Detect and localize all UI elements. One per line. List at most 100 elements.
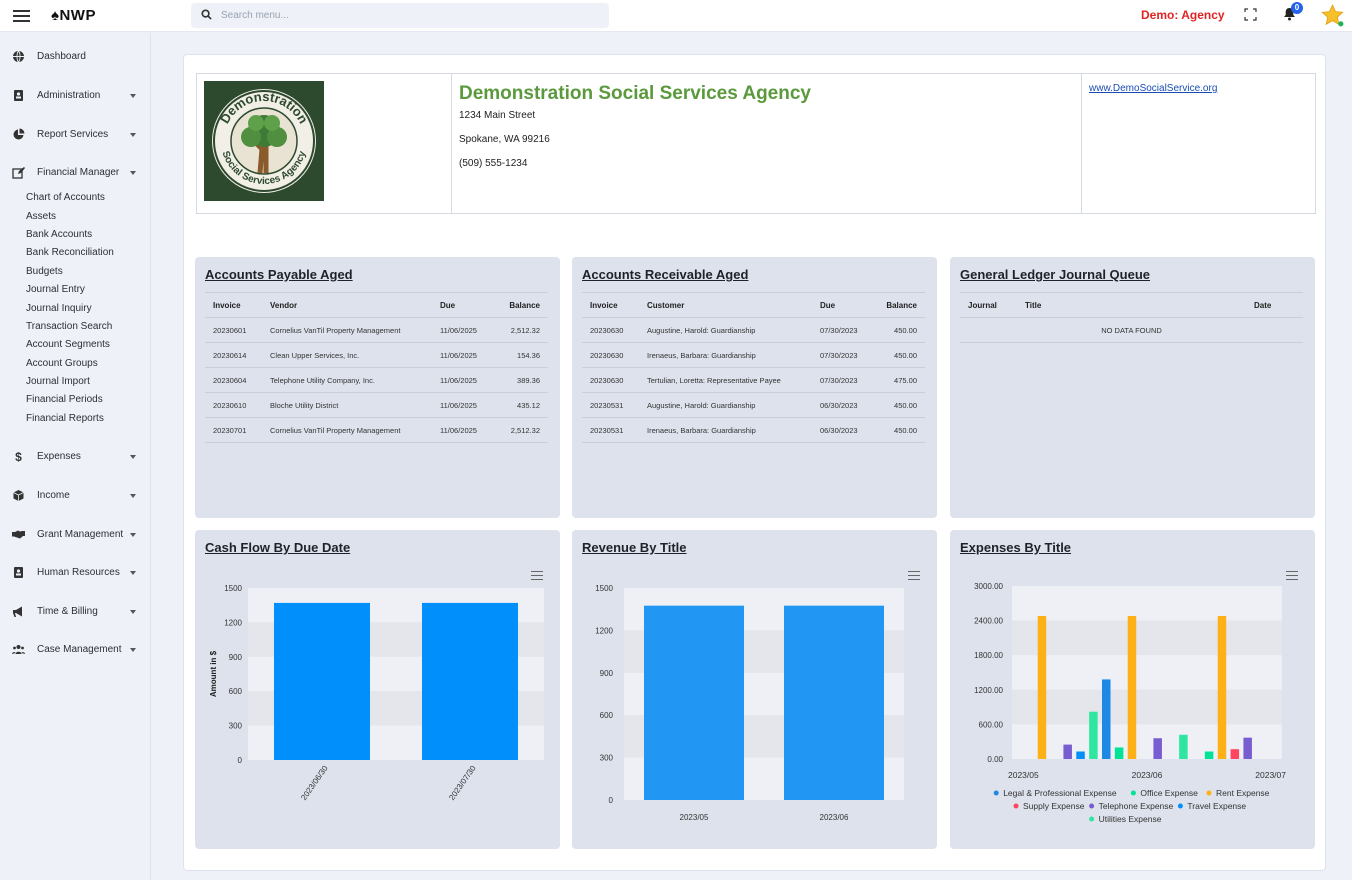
table-row[interactable]: 20230630 Augustine, Harold: Guardianship 0… xyxy=(582,317,925,343)
sidebar-subitem-assets[interactable]: Assets xyxy=(26,211,57,222)
chart-menu-icon[interactable] xyxy=(1286,571,1298,580)
column-header: Title xyxy=(1017,292,1246,318)
table-row[interactable]: 20230531 Augustine, Harold: Guardianship 0… xyxy=(582,392,925,418)
table-cell: 450.00 xyxy=(872,417,925,443)
table-row[interactable]: 20230604 Telephone Utility Company, Inc. 1… xyxy=(205,367,548,393)
table-row[interactable]: 20230614 Clean Upper Services, Inc. 11/06/… xyxy=(205,342,548,368)
cash-flow-chart-panel: Cash Flow By Due Date 0 300 600 900 1200 1500… xyxy=(195,530,560,849)
legend-label: Travel Expense xyxy=(1187,801,1246,811)
sidebar-subitem-chart-of-accounts[interactable]: Chart of Accounts xyxy=(26,192,105,203)
table-cell: 154.36 xyxy=(498,342,548,368)
column-header: Due xyxy=(432,292,498,318)
sidebar-subitem-journal-import[interactable]: Journal Import xyxy=(26,376,90,387)
chart-menu-icon[interactable] xyxy=(908,571,920,580)
id-card-icon xyxy=(14,90,23,101)
bar xyxy=(274,602,370,760)
sidebar-item-label: Administration xyxy=(37,90,101,101)
sidebar-item-report-services[interactable]: Report Services xyxy=(0,125,150,145)
table-row[interactable]: 20230610 Bloche Utility District 11/06/202… xyxy=(205,392,548,418)
bar xyxy=(1102,679,1111,759)
y-tick-label: 1200.00 xyxy=(974,686,1003,695)
search-input[interactable] xyxy=(221,7,591,24)
tree-logo-icon: Demonstration Social Services Agency xyxy=(212,89,316,193)
table-row[interactable]: 20230601 Cornelius VanTil Property Manage… xyxy=(205,317,548,343)
sidebar-item-expenses[interactable]: $ Expenses xyxy=(0,447,150,467)
brand-logo[interactable]: ♠NWP xyxy=(51,7,96,24)
search-box[interactable] xyxy=(191,3,609,28)
table-row[interactable]: 20230701 Cornelius VanTil Property Manage… xyxy=(205,417,548,443)
website-link[interactable]: www.DemoSocialService.org xyxy=(1089,83,1218,94)
table-cell: 11/06/2025 xyxy=(432,342,498,368)
bar xyxy=(1076,751,1085,759)
table-cell: 20230630 xyxy=(582,367,639,393)
search-icon xyxy=(201,9,212,20)
chevron-down-icon xyxy=(130,171,136,175)
sidebar-item-case-management[interactable]: Case Management xyxy=(0,640,150,660)
panel-title[interactable]: Cash Flow By Due Date xyxy=(205,540,351,555)
sidebar-item-grant-management[interactable]: Grant Management xyxy=(0,525,150,545)
sidebar-item-human-resources[interactable]: Human Resources xyxy=(0,563,150,583)
panel-title[interactable]: Expenses By Title xyxy=(960,540,1072,555)
panel-title[interactable]: Revenue By Title xyxy=(582,540,687,555)
hamburger-menu-icon[interactable] xyxy=(13,10,30,22)
megaphone-icon xyxy=(13,606,22,617)
dollar-icon: $ xyxy=(15,450,22,463)
sidebar-item-income[interactable]: Income xyxy=(0,486,150,506)
sidebar-subitem-journal-entry[interactable]: Journal Entry xyxy=(26,284,85,295)
x-tick-label: 2023/07 xyxy=(1255,770,1286,780)
sidebar-subitem-financial-reports[interactable]: Financial Reports xyxy=(26,413,104,424)
table-cell: Bloche Utility District xyxy=(262,392,432,418)
sidebar-subitem-journal-inquiry[interactable]: Journal Inquiry xyxy=(26,303,92,314)
sidebar-item-dashboard[interactable]: Dashboard xyxy=(0,47,150,67)
sidebar-subitem-budgets[interactable]: Budgets xyxy=(26,266,63,277)
sidebar-subitem-bank-accounts[interactable]: Bank Accounts xyxy=(26,229,93,240)
organization-logo: Demonstration Social Services Agency xyxy=(204,81,324,201)
panel-title[interactable]: General Ledger Journal Queue xyxy=(960,267,1150,282)
table-cell: 20230531 xyxy=(582,417,639,443)
table-row[interactable]: 20230630 Irenaeus, Barbara: Guardianship 0… xyxy=(582,342,925,368)
grid-band xyxy=(1012,724,1282,759)
demo-agency-label[interactable]: Demo: Agency xyxy=(1141,8,1225,22)
accounts-receivable-table: Invoice Customer Due Balance 20230630 Aug… xyxy=(582,292,925,443)
fullscreen-icon[interactable] xyxy=(1244,8,1257,21)
table-cell: 2,512.32 xyxy=(498,317,548,343)
sidebar-item-financial-manager[interactable]: Financial Manager xyxy=(0,163,150,183)
table-cell: 20230610 xyxy=(205,392,262,418)
expenses-chart-panel: Expenses By Title 0.00 600.00 1200.00 1800.… xyxy=(950,530,1315,849)
bar xyxy=(1089,711,1098,759)
address-line-1: 1234 Main Street xyxy=(459,110,536,121)
sidebar-subitem-transaction-search[interactable]: Transaction Search xyxy=(26,321,113,332)
table-header-row: Journal Title Date xyxy=(960,292,1303,318)
chart-menu-icon[interactable] xyxy=(531,571,543,580)
table-cell: 450.00 xyxy=(872,317,925,343)
sidebar: Dashboard Administration Report Services… xyxy=(0,33,151,880)
sidebar-item-label: Financial Manager xyxy=(37,167,120,178)
y-tick-label: 0 xyxy=(238,756,243,765)
legend-marker xyxy=(1206,790,1212,796)
sidebar-item-label: Income xyxy=(37,490,70,501)
table-cell: 450.00 xyxy=(872,392,925,418)
table-row[interactable]: 20230630 Tertulian, Loretta: Representati… xyxy=(582,367,925,393)
table-row[interactable]: 20230531 Irenaeus, Barbara: Guardianship 0… xyxy=(582,417,925,443)
notifications-button[interactable]: 0 xyxy=(1283,2,1303,26)
table-cell: 20230531 xyxy=(582,392,639,418)
table-cell: 07/30/2023 xyxy=(812,317,872,343)
sidebar-subitem-financial-periods[interactable]: Financial Periods xyxy=(26,394,103,405)
favorites-star-icon[interactable] xyxy=(1320,3,1345,28)
phone-number: (509) 555-1234 xyxy=(459,158,528,169)
sidebar-item-time-billing[interactable]: Time & Billing xyxy=(0,602,150,622)
sidebar-item-administration[interactable]: Administration xyxy=(0,86,150,106)
sidebar-subitem-bank-reconciliation[interactable]: Bank Reconciliation xyxy=(26,247,114,258)
column-header: Due xyxy=(812,292,872,318)
sidebar-subitem-account-groups[interactable]: Account Groups xyxy=(26,358,98,369)
sidebar-subitem-account-segments[interactable]: Account Segments xyxy=(26,339,110,350)
sidebar-item-label: Human Resources xyxy=(37,567,120,578)
y-tick-label: 3000.00 xyxy=(974,582,1003,591)
panel-title[interactable]: Accounts Receivable Aged xyxy=(582,267,749,282)
panel-title[interactable]: Accounts Payable Aged xyxy=(205,267,353,282)
table-cell: 475.00 xyxy=(872,367,925,393)
chevron-down-icon xyxy=(130,455,136,459)
accounts-receivable-panel: Accounts Receivable Aged Invoice Custome… xyxy=(572,257,937,518)
gl-journal-queue-table: Journal Title Date NO DATA FOUND xyxy=(960,292,1303,343)
bar xyxy=(1230,749,1240,759)
